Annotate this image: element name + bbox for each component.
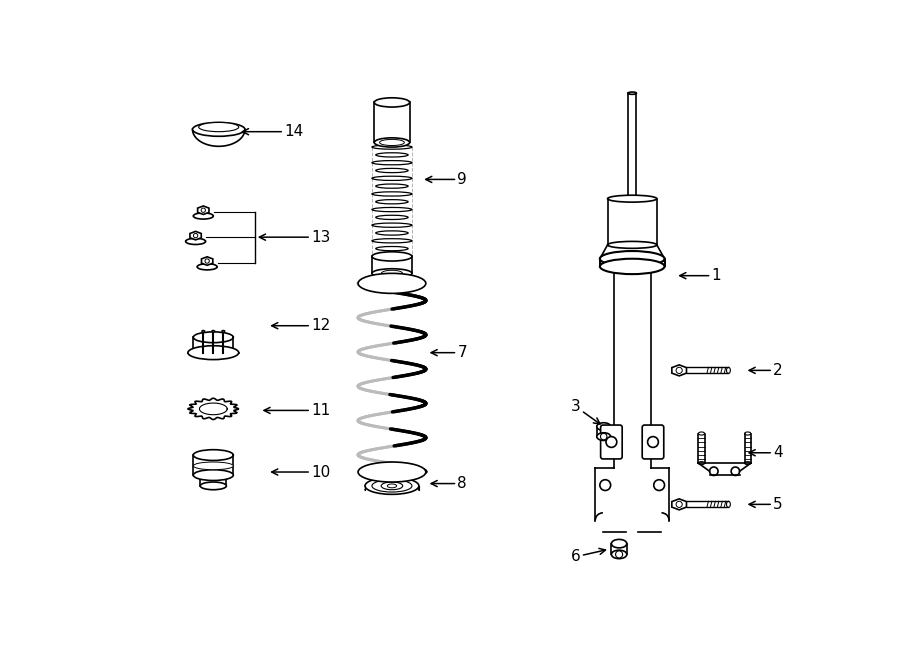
Ellipse shape bbox=[372, 145, 412, 149]
Circle shape bbox=[600, 434, 607, 440]
Text: 14: 14 bbox=[242, 124, 303, 139]
Ellipse shape bbox=[744, 461, 751, 465]
Ellipse shape bbox=[197, 264, 217, 270]
Ellipse shape bbox=[726, 368, 731, 373]
Ellipse shape bbox=[376, 247, 408, 251]
Ellipse shape bbox=[194, 347, 233, 358]
Ellipse shape bbox=[372, 252, 412, 261]
Ellipse shape bbox=[372, 480, 412, 492]
Ellipse shape bbox=[188, 346, 238, 360]
Text: 9: 9 bbox=[426, 172, 467, 187]
Polygon shape bbox=[193, 130, 245, 146]
Text: 6: 6 bbox=[571, 549, 606, 564]
Ellipse shape bbox=[380, 139, 404, 145]
Ellipse shape bbox=[372, 269, 412, 278]
Text: 5: 5 bbox=[749, 497, 783, 512]
Ellipse shape bbox=[382, 270, 402, 276]
Ellipse shape bbox=[698, 432, 705, 435]
Text: 1: 1 bbox=[680, 268, 721, 283]
Ellipse shape bbox=[372, 176, 412, 180]
Ellipse shape bbox=[597, 433, 610, 440]
Ellipse shape bbox=[599, 258, 664, 274]
Ellipse shape bbox=[376, 215, 408, 219]
Ellipse shape bbox=[358, 274, 426, 293]
Circle shape bbox=[606, 437, 616, 447]
Ellipse shape bbox=[221, 330, 225, 332]
Circle shape bbox=[653, 480, 664, 490]
Ellipse shape bbox=[202, 330, 205, 332]
Ellipse shape bbox=[372, 161, 412, 165]
Text: 12: 12 bbox=[272, 318, 330, 333]
Ellipse shape bbox=[628, 92, 636, 95]
Ellipse shape bbox=[726, 501, 731, 508]
Ellipse shape bbox=[599, 251, 664, 266]
Circle shape bbox=[731, 467, 740, 475]
Text: 11: 11 bbox=[264, 403, 330, 418]
Polygon shape bbox=[190, 231, 202, 240]
Circle shape bbox=[648, 437, 659, 447]
Ellipse shape bbox=[374, 138, 410, 147]
Ellipse shape bbox=[376, 169, 408, 173]
Ellipse shape bbox=[376, 200, 408, 204]
Ellipse shape bbox=[614, 264, 651, 269]
Circle shape bbox=[709, 467, 718, 475]
Ellipse shape bbox=[376, 153, 408, 157]
Ellipse shape bbox=[597, 423, 610, 430]
Ellipse shape bbox=[608, 195, 657, 202]
Polygon shape bbox=[198, 206, 209, 214]
Text: 2: 2 bbox=[749, 363, 783, 378]
FancyBboxPatch shape bbox=[643, 425, 664, 459]
Ellipse shape bbox=[212, 330, 215, 332]
Ellipse shape bbox=[194, 213, 213, 219]
Ellipse shape bbox=[376, 231, 408, 235]
Circle shape bbox=[201, 208, 205, 212]
Ellipse shape bbox=[200, 482, 227, 490]
Polygon shape bbox=[671, 365, 687, 376]
Ellipse shape bbox=[194, 470, 233, 481]
Ellipse shape bbox=[199, 122, 238, 132]
Ellipse shape bbox=[372, 239, 412, 243]
Text: 8: 8 bbox=[431, 476, 467, 491]
Polygon shape bbox=[188, 398, 238, 420]
Ellipse shape bbox=[387, 484, 397, 488]
Ellipse shape bbox=[372, 223, 412, 227]
Ellipse shape bbox=[193, 122, 245, 136]
Ellipse shape bbox=[185, 239, 205, 245]
Ellipse shape bbox=[194, 332, 233, 342]
Ellipse shape bbox=[611, 550, 626, 559]
Ellipse shape bbox=[374, 98, 410, 107]
Ellipse shape bbox=[358, 462, 426, 482]
Ellipse shape bbox=[611, 539, 626, 548]
Circle shape bbox=[205, 259, 210, 263]
Polygon shape bbox=[202, 256, 212, 265]
Ellipse shape bbox=[744, 432, 751, 435]
Polygon shape bbox=[671, 499, 687, 510]
Circle shape bbox=[599, 480, 610, 490]
Text: 13: 13 bbox=[259, 229, 330, 245]
Circle shape bbox=[194, 233, 198, 238]
Ellipse shape bbox=[372, 208, 412, 212]
Circle shape bbox=[616, 551, 623, 558]
Ellipse shape bbox=[372, 192, 412, 196]
Ellipse shape bbox=[382, 482, 402, 490]
Ellipse shape bbox=[698, 461, 705, 465]
Text: 10: 10 bbox=[272, 465, 330, 479]
Ellipse shape bbox=[608, 241, 657, 249]
Ellipse shape bbox=[376, 184, 408, 188]
Text: 4: 4 bbox=[749, 446, 783, 460]
Circle shape bbox=[676, 368, 682, 373]
Ellipse shape bbox=[365, 477, 418, 494]
Circle shape bbox=[676, 501, 682, 508]
FancyBboxPatch shape bbox=[600, 425, 622, 459]
Text: 3: 3 bbox=[571, 399, 600, 424]
Ellipse shape bbox=[194, 462, 233, 470]
Ellipse shape bbox=[194, 449, 233, 461]
Text: 7: 7 bbox=[431, 345, 467, 360]
